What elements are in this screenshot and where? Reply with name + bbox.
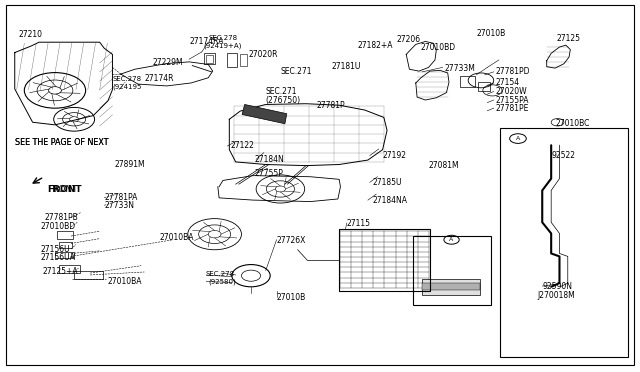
Bar	[74, 271, 103, 279]
Text: J270018M: J270018M	[537, 291, 575, 300]
Text: 27733N: 27733N	[104, 201, 134, 210]
Text: SEC.278: SEC.278	[208, 35, 237, 42]
Text: A: A	[449, 237, 454, 242]
Text: 27156U: 27156U	[40, 244, 70, 253]
Bar	[60, 265, 80, 273]
Text: 27181U: 27181U	[332, 62, 361, 71]
Text: 27781PE: 27781PE	[495, 104, 529, 113]
Text: 27122: 27122	[230, 141, 255, 151]
Text: SEE THE PAGE OF NEXT: SEE THE PAGE OF NEXT	[15, 138, 108, 147]
Text: 27020W: 27020W	[495, 87, 527, 96]
Text: FRONT: FRONT	[47, 185, 81, 194]
Text: SEC.278: SEC.278	[113, 76, 141, 81]
Bar	[422, 279, 479, 295]
Text: 27115: 27115	[347, 219, 371, 228]
Text: 27010B: 27010B	[476, 29, 506, 38]
Text: (92580): (92580)	[208, 278, 236, 285]
Text: 27156UA: 27156UA	[40, 253, 75, 262]
Bar	[413, 235, 490, 305]
Bar	[422, 283, 479, 290]
Text: 27184NA: 27184NA	[372, 196, 408, 205]
Text: (92419+A): (92419+A)	[204, 43, 242, 49]
Text: 92522: 92522	[551, 151, 575, 160]
Bar	[500, 128, 628, 357]
Text: 27781P: 27781P	[317, 101, 346, 110]
Bar	[204, 53, 215, 64]
Text: 27010BA: 27010BA	[159, 232, 193, 242]
Text: 27125+A: 27125+A	[42, 267, 78, 276]
Text: 27184N: 27184N	[255, 155, 285, 164]
Text: 27781PD: 27781PD	[495, 67, 530, 76]
Text: 27733M: 27733M	[445, 64, 476, 73]
Text: 27020R: 27020R	[248, 50, 278, 59]
Text: SEC.278: SEC.278	[205, 271, 234, 277]
Text: 27781PB: 27781PB	[44, 213, 78, 222]
Bar	[57, 231, 73, 238]
Text: 27010BA: 27010BA	[108, 277, 143, 286]
Text: 27182+A: 27182+A	[357, 41, 392, 51]
Bar	[239, 54, 247, 66]
Text: 27174R: 27174R	[145, 74, 174, 83]
Polygon shape	[242, 105, 287, 124]
Bar	[60, 241, 72, 248]
Bar	[206, 55, 212, 63]
Text: SEC.271: SEC.271	[280, 67, 312, 76]
Text: 27229M: 27229M	[153, 58, 183, 67]
Text: 92590N: 92590N	[542, 282, 572, 291]
Text: 27010B: 27010B	[276, 294, 306, 302]
Bar	[461, 76, 474, 87]
Text: A: A	[516, 136, 520, 141]
Text: 27726X: 27726X	[276, 236, 306, 246]
Text: 27185U: 27185U	[372, 178, 402, 187]
Bar	[478, 82, 490, 92]
Text: 27210: 27210	[19, 29, 43, 39]
Text: SEE THE PAGE OF NEXT: SEE THE PAGE OF NEXT	[15, 138, 108, 147]
Text: (924195: (924195	[113, 83, 142, 90]
Text: FRONT: FRONT	[47, 185, 77, 194]
Text: 27781PA: 27781PA	[104, 193, 138, 202]
Text: 27192: 27192	[383, 151, 406, 160]
Text: 27206: 27206	[397, 35, 420, 44]
Text: (276750): (276750)	[266, 96, 301, 105]
Text: 27155PA: 27155PA	[495, 96, 529, 105]
Text: 27154: 27154	[495, 78, 520, 87]
Text: 27891M: 27891M	[115, 160, 145, 169]
Bar	[227, 52, 237, 67]
Text: 27755P: 27755P	[255, 169, 284, 177]
Text: 27081M: 27081M	[429, 161, 459, 170]
Text: 27010BC: 27010BC	[555, 119, 589, 128]
Text: SEC.271: SEC.271	[266, 87, 297, 96]
Text: 27010BD: 27010BD	[40, 222, 76, 231]
Text: 27010BD: 27010BD	[421, 42, 456, 51]
Text: 27174RA: 27174RA	[189, 37, 223, 46]
Bar	[339, 230, 430, 291]
Bar	[55, 251, 74, 258]
Text: 27125: 27125	[556, 34, 580, 43]
